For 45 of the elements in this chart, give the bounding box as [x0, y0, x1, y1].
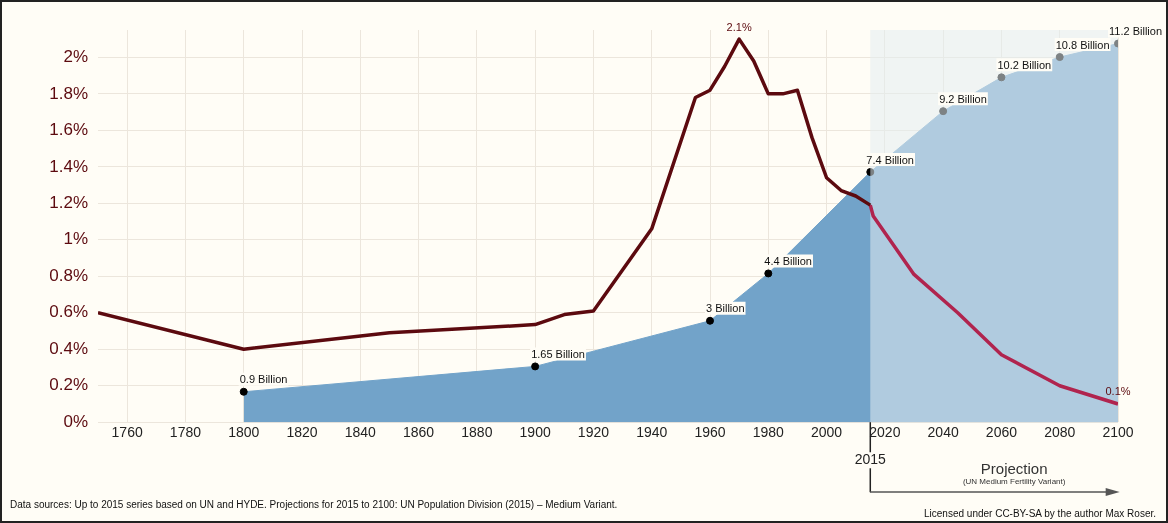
- x-tick-label: 2040: [927, 424, 959, 441]
- x-tick-label: 2020: [869, 424, 901, 441]
- y-tick-label: 2%: [63, 47, 88, 67]
- x-tick-label: 1760: [111, 424, 143, 441]
- data-label: 2.1%: [726, 20, 752, 33]
- x-tick-label: 1800: [228, 424, 260, 441]
- y-tick-label: 0.6%: [49, 302, 88, 322]
- x-tick-label: 2060: [985, 424, 1018, 441]
- data-label: 1.65 Billion: [531, 347, 585, 360]
- x-tick-label: 1780: [169, 424, 202, 441]
- x-tick-label: 2000: [810, 424, 843, 441]
- x-tick-label: 1960: [694, 424, 726, 441]
- text: (UN Medium Fertility Variant): [962, 477, 1066, 487]
- data-label: 7.4 Billion: [866, 153, 914, 166]
- y-tick-label: 1.2%: [49, 192, 88, 212]
- x-tick-label: 1920: [577, 424, 610, 441]
- y-tick-label: 0.8%: [49, 265, 88, 285]
- x-tick-label: 1840: [344, 424, 377, 441]
- data-label: 10.8 Billion: [1055, 38, 1110, 51]
- y-tick-label: 1%: [63, 229, 88, 249]
- x-tick-label: 1980: [752, 424, 785, 441]
- data-label: 10.2 Billion: [997, 58, 1052, 71]
- data-label: 3 Billion: [706, 302, 745, 315]
- y-tick-label: 1.8%: [49, 83, 88, 103]
- x-tick-label: 1820: [286, 424, 318, 441]
- data-label: 4.4 Billion: [764, 254, 812, 267]
- y-tick-label: 0.2%: [49, 375, 88, 395]
- y-tick-label: 0%: [63, 411, 88, 431]
- band-label: Projection: [980, 460, 1048, 478]
- y-tick-label: 1.6%: [49, 120, 88, 140]
- data-label: 0.9 Billion: [239, 373, 288, 386]
- x-tick-label: 1900: [519, 424, 551, 441]
- data-label: 11.2 Billion: [1109, 25, 1162, 38]
- text: Licensed under CC-BY-SA by the author Max Roser.: [924, 508, 1156, 519]
- data-label: 9.2 Billion: [939, 92, 987, 105]
- ref-line-label: 2015: [854, 451, 887, 468]
- x-tick-label: 1880: [461, 424, 493, 441]
- x-tick-label: 1860: [402, 424, 435, 441]
- text: Data sources: Up to 2015 series based on UN and HYDE. Projections for 2015 to 2100: UN Population Division (2015) – Medium Variant.: [10, 499, 618, 510]
- y-tick-label: 0.4%: [49, 338, 88, 358]
- y-tick-label: 1.4%: [49, 156, 88, 176]
- x-tick-label: 1940: [636, 424, 668, 441]
- x-tick-label: 2080: [1044, 424, 1076, 441]
- data-label: 0.1%: [1105, 385, 1131, 398]
- x-tick-label: 2100: [1102, 424, 1134, 441]
